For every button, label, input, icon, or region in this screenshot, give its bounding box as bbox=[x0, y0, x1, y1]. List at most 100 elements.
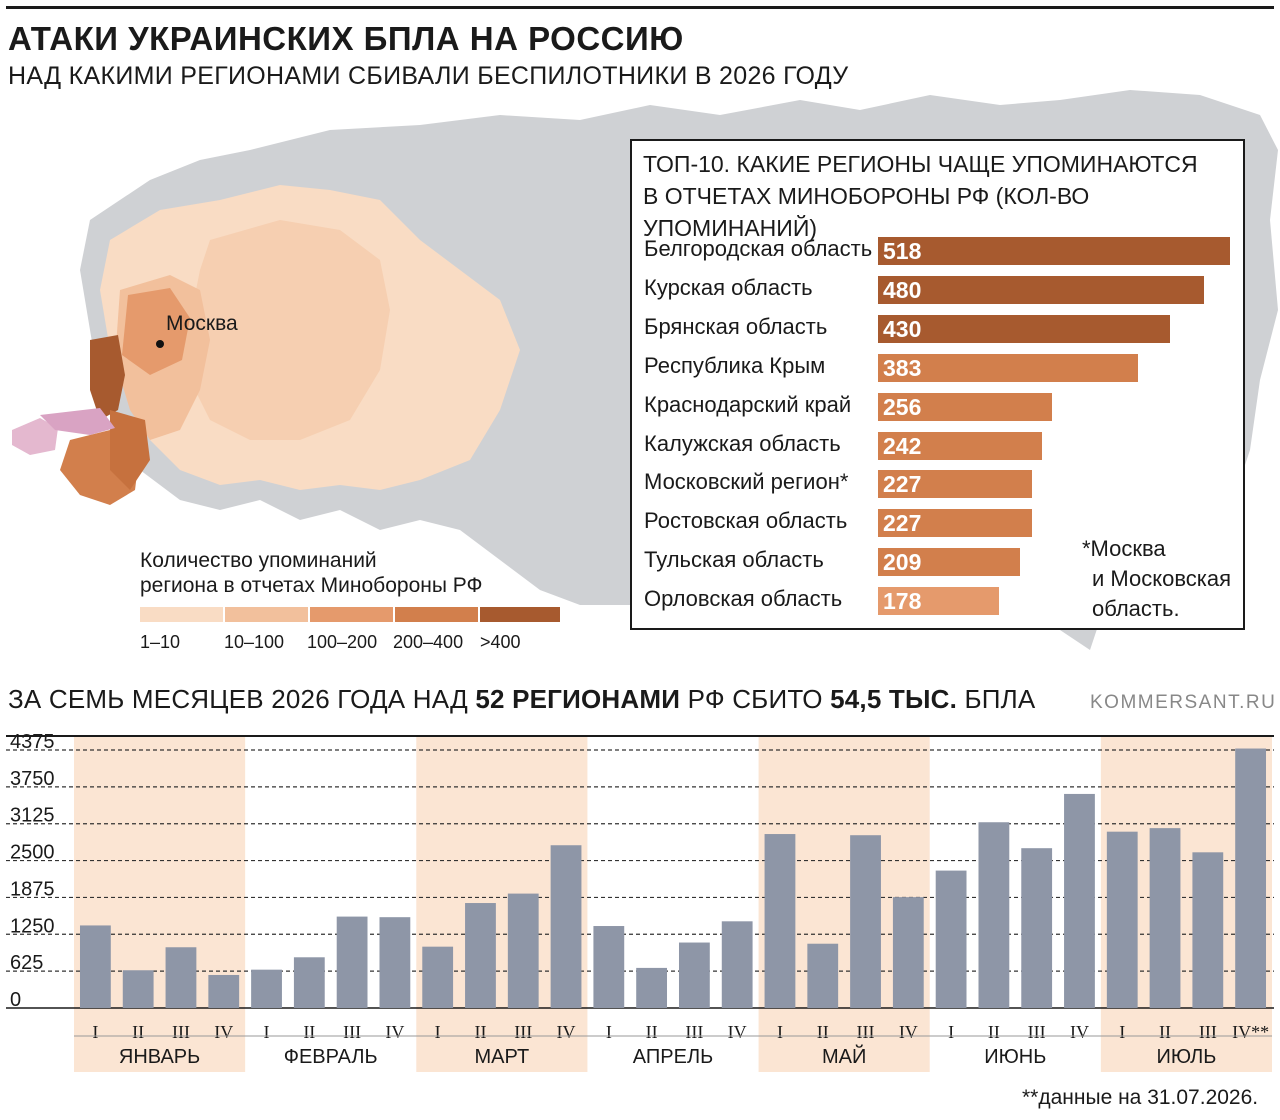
week-bar bbox=[379, 917, 411, 1008]
top10-region-label: Брянская область bbox=[644, 313, 828, 339]
top10-value-label: 383 bbox=[883, 354, 922, 381]
week-label: II bbox=[988, 1022, 1000, 1042]
week-label: I bbox=[948, 1022, 954, 1042]
month-label: МАЙ bbox=[822, 1044, 866, 1068]
week-label: II bbox=[474, 1022, 486, 1042]
moscow-label: Москва bbox=[166, 312, 238, 335]
top10-value-label: 178 bbox=[883, 588, 922, 615]
map-region-south2 bbox=[110, 410, 150, 490]
week-bar bbox=[208, 974, 240, 1008]
week-bar bbox=[978, 822, 1010, 1008]
y-tick-label: 1875 bbox=[10, 878, 55, 900]
legend-swatch-4 bbox=[395, 607, 478, 622]
section-headline: ЗА СЕМЬ МЕСЯЦЕВ 2026 ГОДА НАД 52 РЕГИОНА… bbox=[8, 684, 1035, 715]
footnote: **данные на 31.07.2026. bbox=[1022, 1086, 1259, 1109]
week-bar bbox=[935, 870, 967, 1008]
week-label: I bbox=[264, 1022, 270, 1042]
headline-part1: ЗА СЕМЬ МЕСЯЦЕВ 2026 ГОДА НАД bbox=[8, 684, 476, 714]
map-region-crimea bbox=[12, 418, 58, 455]
note-line-2: и Московская bbox=[1092, 566, 1232, 591]
week-bar bbox=[1235, 748, 1267, 1008]
top10-bar bbox=[878, 548, 1021, 577]
month-band bbox=[74, 736, 246, 1072]
week-bar bbox=[79, 925, 111, 1008]
week-bar bbox=[1064, 793, 1095, 1008]
top10-value-label: 242 bbox=[883, 432, 922, 459]
y-tick-label: 3125 bbox=[10, 805, 55, 827]
headline-bold2: 54,5 ТЫС. bbox=[830, 684, 958, 714]
top10-value-label: 209 bbox=[883, 549, 922, 576]
top10-value-label: 430 bbox=[883, 315, 922, 342]
top10-region-label: Республика Крым bbox=[644, 352, 826, 378]
legend-swatch-3 bbox=[310, 607, 393, 622]
week-label: II bbox=[1159, 1022, 1171, 1042]
top10-bar bbox=[878, 509, 1033, 538]
legend-swatch-2 bbox=[225, 607, 308, 622]
legend-title-line2: региона в отчетах Минобороны РФ bbox=[140, 574, 483, 597]
week-bar bbox=[336, 916, 368, 1008]
month-label: АПРЕЛЬ bbox=[633, 1046, 713, 1068]
top10-value-label: 256 bbox=[883, 393, 922, 420]
top10-region-label: Курская область bbox=[644, 274, 813, 300]
week-label: III bbox=[1028, 1022, 1046, 1042]
week-bar bbox=[465, 903, 496, 1008]
y-tick-label: 4375 bbox=[10, 731, 55, 753]
moscow-marker-icon bbox=[156, 340, 164, 348]
map-region-lighter bbox=[190, 220, 390, 440]
week-bar bbox=[807, 943, 839, 1008]
week-label: II bbox=[646, 1022, 658, 1042]
legend-label-4: 200–400 bbox=[393, 632, 464, 652]
y-tick-label: 3750 bbox=[10, 768, 55, 790]
top10-value-label: 480 bbox=[883, 276, 922, 303]
headline-part2: РФ СБИТО bbox=[680, 684, 831, 714]
legend-label-2: 10–100 bbox=[224, 632, 285, 652]
source-label: KOMMERSANT.RU bbox=[1090, 692, 1277, 713]
top10-bar bbox=[878, 237, 1230, 265]
week-bar bbox=[1021, 848, 1053, 1008]
week-label: I bbox=[777, 1022, 783, 1042]
week-bar bbox=[251, 969, 282, 1008]
map-legend-title: Количество упоминаний региона в отчетах … bbox=[140, 548, 560, 598]
page-title: АТАКИ УКРАИНСКИХ БПЛА НА РОССИЮ bbox=[8, 20, 684, 57]
week-label: IV bbox=[899, 1022, 918, 1042]
top10-region-label: Ростовская область bbox=[644, 508, 848, 534]
top10-footnote: *Москва и Московская область. bbox=[1082, 534, 1242, 624]
week-label: IV bbox=[1070, 1022, 1089, 1042]
week-label: III bbox=[172, 1022, 190, 1042]
top10-panel bbox=[630, 139, 1245, 630]
week-bar bbox=[550, 845, 582, 1008]
top10-bar bbox=[878, 392, 1052, 421]
week-label: IV bbox=[214, 1022, 233, 1042]
week-bar bbox=[422, 946, 454, 1008]
map-region-southwest bbox=[90, 335, 125, 420]
week-bar bbox=[1192, 852, 1224, 1008]
note-line-3: область. bbox=[1092, 596, 1180, 621]
week-bar bbox=[721, 921, 753, 1008]
top10-value-label: 518 bbox=[883, 238, 922, 264]
map-region-moscow bbox=[122, 288, 190, 375]
top10-bar bbox=[878, 314, 1171, 343]
legend-label-5: >400 bbox=[480, 632, 521, 652]
y-tick-label: 0 bbox=[10, 989, 21, 1011]
week-bar bbox=[850, 835, 881, 1008]
month-label: ИЮНЬ bbox=[984, 1046, 1046, 1068]
week-bar bbox=[122, 970, 154, 1008]
week-label: I bbox=[606, 1022, 612, 1042]
top10-region-label: Орловская область bbox=[644, 586, 843, 612]
top-rule bbox=[6, 6, 1274, 9]
week-bar bbox=[1149, 828, 1181, 1008]
map-region-ukraine-occupied bbox=[40, 408, 115, 435]
week-bar bbox=[507, 893, 539, 1008]
top10-region-label: Белгородская область bbox=[644, 236, 873, 261]
top10-bar bbox=[878, 470, 1033, 499]
top10-region-label: Краснодарский край bbox=[644, 391, 852, 417]
week-label: III bbox=[1199, 1022, 1217, 1042]
top10-region-label: Калужская область bbox=[644, 430, 841, 456]
top10-value-label: 227 bbox=[883, 471, 922, 498]
top10-bar bbox=[878, 431, 1043, 460]
top10-title-line2: В ОТЧЕТАХ МИНОБОРОНЫ РФ (КОЛ-ВО УПОМИНАН… bbox=[643, 183, 1090, 241]
week-bar bbox=[764, 834, 796, 1008]
week-bar bbox=[593, 926, 625, 1008]
week-bar bbox=[636, 967, 668, 1008]
legend-label-3: 100–200 bbox=[307, 632, 378, 652]
